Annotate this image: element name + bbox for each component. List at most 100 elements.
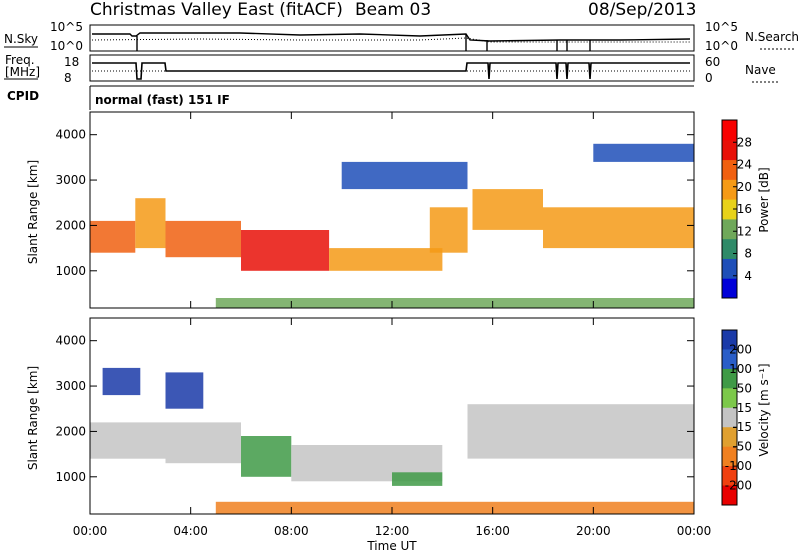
power-band-8 (341, 161, 468, 190)
velocity-colorbar-swatch (722, 368, 737, 389)
power-colorbar-label: Power [dB] (757, 167, 771, 232)
x-tick-label: 20:00 (576, 524, 611, 538)
nave-label: Nave (745, 63, 776, 77)
plot-title: Christmas Valley East (fitACF) (90, 0, 343, 20)
power-band-7 (543, 207, 694, 249)
power-y-axis: 1000 2000 3000 4000 (55, 128, 694, 278)
freq-tick-high: 18 (64, 55, 79, 69)
nsearch-trace (91, 37, 690, 43)
velocity-y-label: Slant Range [km] (26, 366, 40, 470)
velocity-colorbar-tick-label: -100 (725, 459, 752, 473)
velocity-colorbar-frame (721, 329, 738, 506)
nsearch-label: N.Search (745, 30, 799, 44)
beam-label: Beam 03 (355, 0, 431, 20)
power-heatmap (90, 143, 695, 308)
freq-panel-frame (89, 54, 695, 82)
power-colorbar-tick-label: 8 (744, 247, 752, 261)
power-colorbar: 4 8 12 16 20 24 28 (721, 119, 752, 299)
velocity-colorbar-swatch (722, 349, 737, 370)
power-y-tick-label: 3000 (55, 173, 86, 187)
velocity-colorbar-tick-label: 100 (729, 362, 752, 376)
velocity-band-4 (241, 436, 292, 477)
velocity-colorbar-swatch (722, 485, 737, 506)
x-tick-label: 00:00 (677, 524, 712, 538)
nsky-gap-markers (136, 34, 591, 51)
x-tick-label: 04:00 (173, 524, 208, 538)
time-x-axis: 00:00 04:00 08:00 12:00 16:00 20:00 00:00 (73, 112, 712, 538)
power-colorbar-swatch (722, 159, 737, 180)
velocity-colorbar-tick-label: 50 (737, 381, 752, 395)
nave-tick-high: 60 (705, 55, 720, 69)
x-tick-label: 00:00 (73, 524, 108, 538)
power-colorbar-swatch (722, 218, 737, 240)
power-colorbar-tick-label: 28 (737, 135, 752, 149)
power-colorbar-tick-label: 24 (737, 158, 752, 172)
velocity-colorbar: 200 100 50 15 -15 -50 -100 -200 (721, 329, 752, 506)
x-tick-label: 12:00 (375, 524, 410, 538)
power-band-5 (429, 207, 468, 253)
velocity-y-tick-label: 3000 (55, 379, 86, 393)
power-colorbar-tick-label: 16 (737, 202, 752, 216)
power-band-6 (472, 189, 543, 230)
power-colorbar-tick-label: 4 (744, 269, 752, 283)
velocity-band-8 (215, 501, 695, 515)
power-colorbar-swatch (722, 278, 737, 299)
velocity-heatmap (90, 367, 695, 515)
velocity-band-2 (165, 372, 204, 409)
velocity-colorbar-tick-label: -15 (732, 420, 752, 434)
velocity-colorbar-swatch (722, 388, 737, 409)
nsky-panel-frame (89, 24, 695, 52)
velocity-colorbar-tick-label: 200 (729, 342, 752, 356)
nsky-label: N.Sky (4, 32, 38, 46)
power-colorbar-swatch (722, 179, 737, 200)
freq-label: Freq. (5, 53, 35, 67)
power-colorbar-swatch (722, 199, 737, 220)
velocity-y-tick-label: 1000 (55, 470, 86, 484)
freq-tick-low: 8 (64, 71, 72, 85)
nave-tick-low: 0 (705, 71, 713, 85)
nsearch-tick-low: 10^0 (705, 39, 738, 53)
velocity-band-6 (392, 472, 443, 486)
velocity-y-axis: 1000 2000 3000 4000 (55, 334, 694, 484)
power-band-9 (593, 143, 694, 162)
velocity-band-1 (102, 367, 141, 396)
velocity-colorbar-tick-label: -50 (732, 440, 752, 454)
power-band-10 (215, 298, 695, 308)
power-band-0 (90, 220, 136, 253)
nsky-trace (92, 32, 691, 42)
power-colorbar-swatch (722, 139, 737, 161)
velocity-colorbar-swatch (722, 466, 737, 487)
x-tick-label: 16:00 (475, 524, 510, 538)
nsky-tick-low: 10^0 (50, 39, 83, 53)
velocity-colorbar-swatch (722, 427, 737, 448)
x-axis-label: Time UT (366, 539, 417, 553)
power-band-1 (135, 198, 166, 249)
power-colorbar-swatch (722, 120, 737, 141)
cpid-label: CPID (7, 89, 39, 103)
power-colorbar-tick-label: 12 (737, 224, 752, 238)
power-colorbar-swatch (722, 238, 737, 259)
velocity-y-tick-label: 2000 (55, 424, 86, 438)
nsky-tick-high: 10^5 (50, 20, 83, 34)
velocity-colorbar-swatch (722, 407, 737, 428)
power-band-4 (329, 248, 443, 271)
power-colorbar-tick-label: 20 (737, 180, 752, 194)
velocity-colorbar-label: Velocity [m s⁻¹] (757, 363, 771, 456)
freq-units-label: [MHz] (5, 65, 40, 79)
power-band-3 (241, 230, 330, 271)
freq-trace (92, 62, 690, 80)
power-y-tick-label: 4000 (55, 128, 86, 142)
velocity-band-3 (165, 422, 241, 464)
power-y-tick-label: 1000 (55, 264, 86, 278)
velocity-colorbar-tick-label: 15 (737, 401, 752, 415)
cpid-mode-text: normal (fast) 151 IF (95, 93, 230, 107)
power-y-label: Slant Range [km] (26, 160, 40, 264)
velocity-y-tick-label: 4000 (55, 334, 86, 348)
x-tick-label: 08:00 (274, 524, 309, 538)
power-y-tick-label: 2000 (55, 218, 86, 232)
velocity-colorbar-swatch (722, 446, 737, 467)
velocity-band-0 (90, 422, 166, 459)
power-band-2 (165, 220, 241, 258)
velocity-colorbar-swatch (722, 330, 737, 350)
